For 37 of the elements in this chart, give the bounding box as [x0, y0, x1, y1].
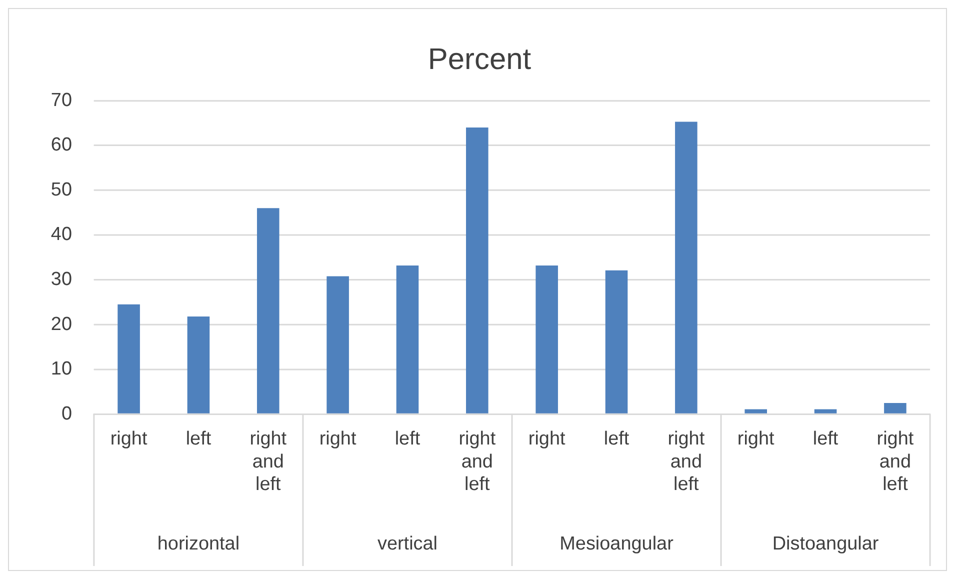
y-tick-label: 20 — [50, 314, 72, 335]
bar — [396, 265, 419, 414]
x-tick-label: left — [394, 428, 421, 450]
bar — [118, 304, 140, 414]
bar — [884, 402, 906, 414]
x-tick-label: left — [604, 428, 630, 450]
bar — [187, 316, 210, 414]
x-tick-label: right and left — [668, 428, 706, 496]
x-tick-label: right — [528, 428, 566, 450]
x-tick-label: left — [812, 428, 839, 450]
y-tick-label: 40 — [50, 224, 72, 246]
y-tick-label: 30 — [50, 269, 72, 290]
bar — [256, 208, 280, 414]
x-tick-label: right — [110, 428, 148, 450]
bar — [814, 409, 837, 414]
bar — [744, 409, 767, 414]
x-tick-label: right and left — [876, 428, 914, 496]
text: vertical — [377, 533, 438, 554]
y-tick-label: 50 — [50, 179, 72, 200]
x-tick-label: right — [737, 428, 776, 450]
y-tick-label: 70 — [50, 90, 72, 111]
bar — [326, 276, 349, 414]
y-tick-label: 60 — [50, 134, 72, 156]
y-tick-label: 0 — [61, 403, 72, 424]
x-tick-label: right and left — [250, 428, 288, 496]
x-tick-label: left — [186, 428, 212, 450]
bar — [605, 270, 628, 414]
text: horizontal — [157, 533, 240, 554]
y-tick-label: 10 — [50, 358, 72, 380]
x-tick-label: right — [319, 428, 357, 450]
bar — [536, 265, 558, 414]
text: Mesioangular — [560, 533, 674, 554]
x-tick-label: right and left — [458, 428, 496, 496]
bar — [466, 128, 488, 414]
chart-title: Percent — [428, 43, 532, 76]
bar — [675, 122, 698, 414]
text: Distoangular — [772, 533, 879, 554]
